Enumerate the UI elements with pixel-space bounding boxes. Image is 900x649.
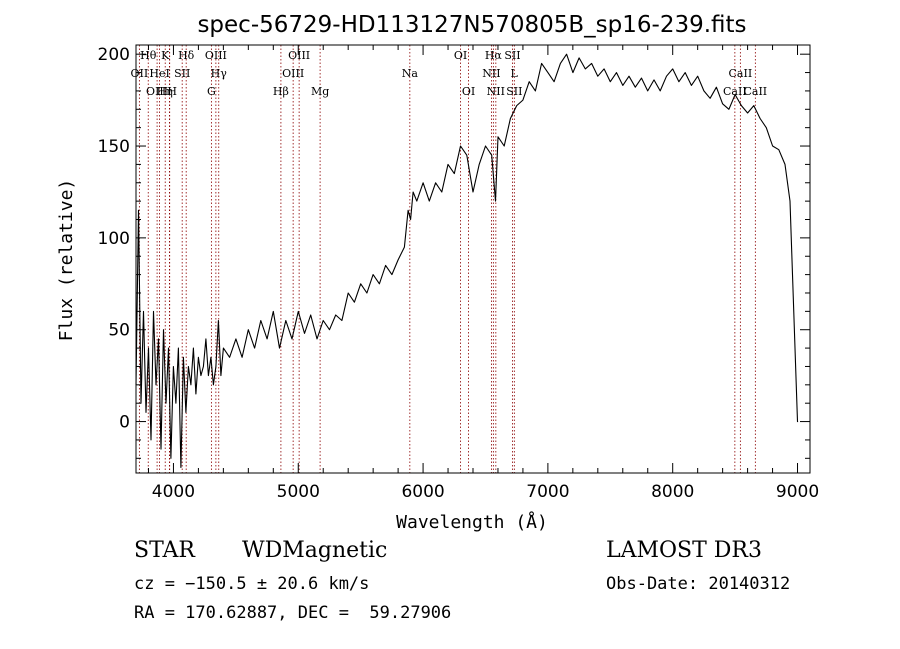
line-label: OIII xyxy=(146,85,168,98)
line-label: OIII xyxy=(288,49,310,62)
line-label: CaII xyxy=(723,85,747,98)
y-tick-label: 150 xyxy=(98,137,130,157)
y-tick-label: 50 xyxy=(108,321,130,341)
line-label: G xyxy=(207,85,216,98)
line-label: Hγ xyxy=(211,67,228,80)
line-label: OI xyxy=(462,85,475,98)
line-label: Hα xyxy=(485,49,503,62)
line-label: L xyxy=(511,67,519,80)
line-label: NII xyxy=(482,67,500,80)
line-label: SII xyxy=(504,49,520,62)
line-label: CaII xyxy=(729,67,753,80)
x-tick-label: 8000 xyxy=(651,482,694,502)
object-class: STAR xyxy=(134,538,195,563)
plot-frame xyxy=(135,44,811,474)
line-label: NII xyxy=(487,85,505,98)
y-tick-label: 200 xyxy=(98,45,130,65)
line-label: CaII xyxy=(743,85,767,98)
spectrum-line xyxy=(135,53,799,469)
y-tick-label: 100 xyxy=(98,229,130,249)
x-tick-label: 7000 xyxy=(526,482,569,502)
line-label: Hθ xyxy=(140,49,157,62)
line-label: OIII xyxy=(282,67,304,80)
redshift-cz: cz = −150.5 ± 20.6 km/s xyxy=(134,574,370,594)
line-label: Mg xyxy=(311,85,329,98)
y-axis-label: Flux (relative) xyxy=(56,179,77,342)
x-tick-label: 6000 xyxy=(401,482,444,502)
y-tick-label: 0 xyxy=(119,413,130,433)
line-label: HeI xyxy=(149,67,169,80)
line-label: OII xyxy=(131,67,149,80)
line-label: SII xyxy=(506,85,522,98)
line-label: SII xyxy=(174,67,190,80)
x-tick-label: 4000 xyxy=(152,482,195,502)
object-subclass: WDMagnetic xyxy=(242,538,388,563)
ra-dec-coordinates: RA = 170.62887, DEC = 59.27906 xyxy=(134,603,452,623)
line-label: K xyxy=(161,49,170,62)
line-label: Na xyxy=(402,67,419,80)
line-label: Hβ xyxy=(273,85,289,98)
line-label: OIII xyxy=(205,49,227,62)
x-tick-label: 5000 xyxy=(277,482,320,502)
chart-title: spec-56729-HD113127N570805B_sp16-239.fit… xyxy=(197,12,746,38)
x-tick-label: 9000 xyxy=(776,482,819,502)
observation-date: Obs-Date: 20140312 xyxy=(606,574,791,594)
line-label: OI xyxy=(454,49,467,62)
x-axis-label: Wavelength (Å) xyxy=(396,511,548,533)
line-label: H xyxy=(167,85,177,98)
line-label: Hη xyxy=(157,85,173,98)
line-label: Hδ xyxy=(178,49,195,62)
survey-name: LAMOST DR3 xyxy=(606,538,762,563)
